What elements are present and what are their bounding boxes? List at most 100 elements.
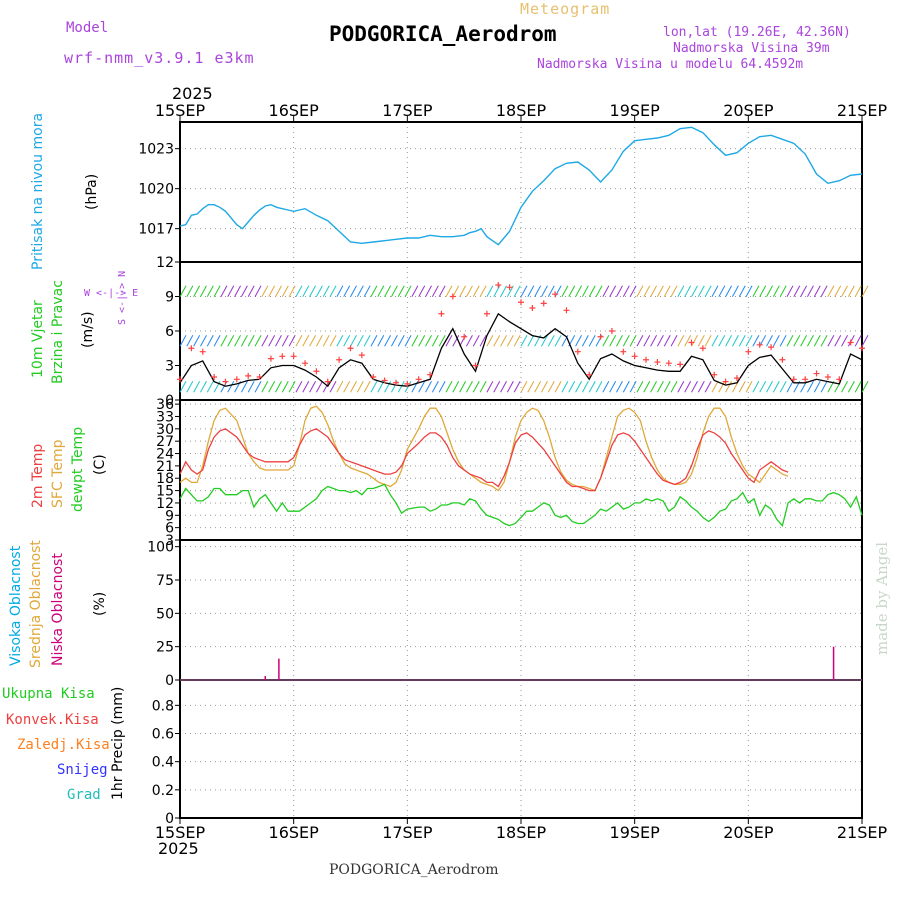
wind-barb [745,285,753,297]
wind-barb [295,285,303,297]
wind-barb [220,334,228,347]
wind-barb [452,285,460,297]
wind-barb [854,380,862,393]
wind-barb [459,380,467,393]
wind-barb [813,334,821,347]
wind-gust-marker [302,360,309,367]
wind-barb [356,380,364,393]
wind-barb [670,380,678,393]
y-tick-label: 25 [156,640,174,656]
wind-barb [561,380,569,393]
wind-barb [629,380,637,393]
wind-gust-marker [279,353,286,360]
wind-barb [656,334,664,347]
wind-barb [322,285,330,297]
wind-barb [861,380,869,393]
wind-barb [425,380,432,393]
wind-barb [179,380,187,393]
wind-barb [588,334,596,347]
wind-barb [718,380,726,393]
wind-gust-marker [347,345,354,352]
wind-barb [329,334,337,347]
wind-gust-marker [824,374,831,380]
wind-barb [200,380,207,393]
wind-barb [581,334,589,347]
wind-barb [309,285,317,297]
wind-barb [847,380,855,393]
wind-barb [513,334,521,347]
wind-barb [268,380,276,393]
wind-barb [684,334,692,347]
wind-barb [663,334,671,347]
wind-barb [745,334,753,347]
wind-gust-marker [574,348,581,355]
wind-gust-marker [836,376,843,383]
wind-barb [827,285,835,297]
wind-gust-marker [768,344,775,351]
wind-barb [240,380,248,393]
wind-barb [636,285,644,297]
wind-gust-marker [733,375,740,382]
wind-barb [377,285,385,297]
wind-barb [500,380,507,393]
y-tick-label: 21 [156,459,174,475]
wind-gust-marker [461,333,468,340]
wind-barb [547,380,555,393]
wind-barb [807,334,814,347]
wind-barb [602,285,610,297]
wind-barb [731,334,739,347]
wind-barb [431,285,439,297]
wind-gust-marker [211,374,218,380]
wind-barb [472,380,480,393]
wind-barb [506,334,514,347]
x-tick-label-top: 19SEP [610,101,661,120]
wind-barb [213,334,221,347]
wind-barb [520,285,528,297]
wind-barb [513,285,521,297]
wind-gust-marker [449,293,456,300]
wind-barb [711,334,719,347]
wind-barb [650,380,658,393]
wind-barb [759,380,767,393]
wind-barb [527,380,535,393]
wind-barb [534,285,542,297]
wind-barb [554,380,562,393]
wind-barb [595,380,603,393]
wind-barb [745,380,753,393]
wind-barb [677,380,685,393]
y-tick-label: 50 [156,606,174,622]
y-tick-label: 33 [156,409,174,425]
wind-barb [370,285,378,297]
y-tick-label: 12 [156,255,174,271]
wind-barb [588,380,596,393]
wind-barb [472,285,480,297]
wind-barb [179,334,187,347]
x-tick-label-bottom: 16SEP [269,823,320,842]
wind-barb [329,285,337,297]
lonlat: lon,lat (19.26E, 42.36N) [663,25,851,40]
wind-barb [861,285,869,297]
wind-barb [281,380,289,393]
y-tick-label: 0.6 [152,727,174,743]
x-tick-label-bottom: 19SEP [610,823,661,842]
wind-barb [575,334,582,347]
wind-barb [479,285,487,297]
wind-barb [309,334,317,347]
wind-barb [179,285,187,297]
wind-gust-marker [267,355,274,362]
wind-barb [547,285,555,297]
footer-station: PODGORICA_Aerodrom [329,862,499,878]
wind-barb [397,285,405,297]
wind-barb [193,380,201,393]
wind-barb [629,334,637,347]
x-tick-label-bottom: 18SEP [496,823,547,842]
wind-barb [200,334,207,347]
wind-barb [759,285,767,297]
wind-barb [445,285,453,297]
wind-gust-marker [563,307,570,314]
x-tick-label-top: 18SEP [496,101,547,120]
wind-barb [377,380,385,393]
wind-barb [704,285,712,297]
wind-barb [500,334,507,347]
wind-barb [193,285,201,297]
